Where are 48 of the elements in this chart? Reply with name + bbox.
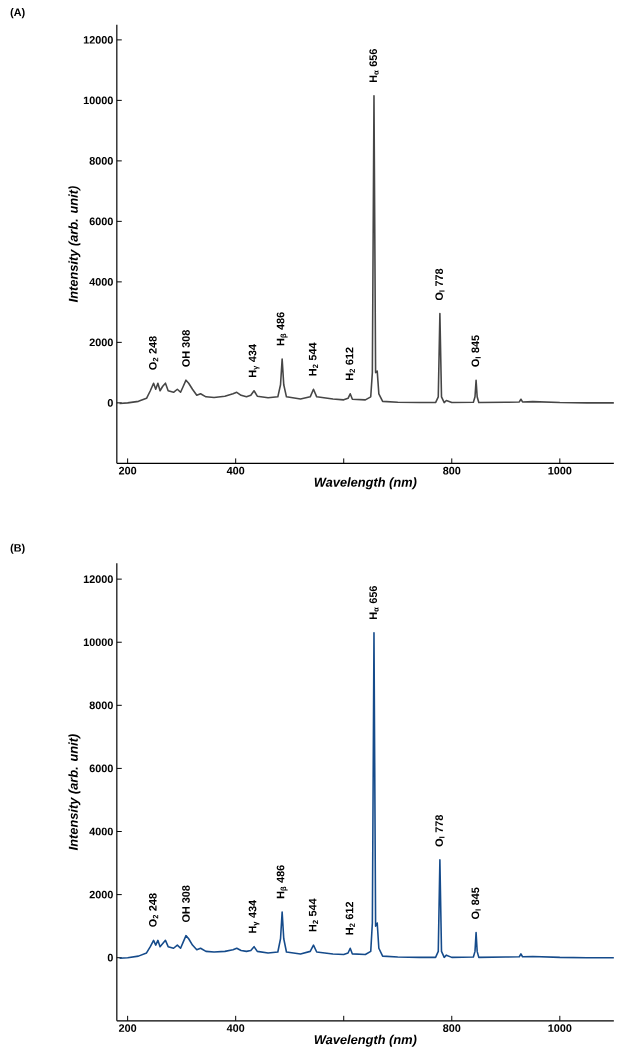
annotation: H$_{2}$ 544: [309, 898, 319, 932]
y-tick-label: 6000: [89, 217, 113, 226]
y-tick-label: 10000: [83, 638, 113, 647]
y-tick-label: 2000: [89, 890, 113, 899]
annotation: H$_{2}$ 612: [345, 901, 355, 935]
annotation: H$_{2}$ 544: [309, 342, 319, 376]
x-tick-label: 400: [226, 466, 245, 475]
annotation: H$_{γ}$ 434: [248, 899, 260, 933]
annotation: H$_{2}$ 612: [345, 347, 355, 380]
y-tick-label: 2000: [89, 338, 113, 347]
x-tick-label: 800: [443, 466, 461, 475]
y-tick-label: 8000: [89, 701, 113, 710]
line-series: [118, 95, 615, 405]
y-tick-label: 8000: [89, 157, 113, 165]
y-tick-label: 10000: [83, 96, 113, 105]
line-series: [118, 631, 615, 960]
annotation: H$_{α}$ 656: [369, 585, 379, 619]
y-tick-label: 6000: [89, 764, 113, 773]
y-tick-label: 12000: [83, 575, 113, 583]
y-tick-label: 12000: [83, 36, 113, 44]
annotation: H$_{β}$ 486: [276, 312, 288, 346]
annotation: H$_{γ}$ 434: [248, 344, 260, 377]
annotation: O$_{I}$ 845: [471, 887, 481, 919]
y-axis-title: Intensity (arb. unit): [68, 734, 81, 851]
x-axis-title: Wavelength (nm): [314, 477, 417, 490]
x-tick-label: 1000: [548, 466, 572, 475]
annotation: O$_{2}$ 248: [149, 336, 159, 370]
y-tick-label: 4000: [89, 278, 113, 286]
y-tick-label: 0: [107, 399, 114, 407]
annotation: H$_{α}$ 656: [369, 49, 379, 83]
text: (A): [10, 8, 25, 19]
annotation: O$_{I}$ 845: [471, 335, 481, 367]
x-tick-label: 400: [226, 1024, 245, 1032]
y-tick-label: 0: [107, 953, 114, 962]
x-axis-title: Wavelength (nm): [314, 1034, 417, 1047]
annotation: OH 308: [182, 330, 190, 367]
annotation: H$_{β}$ 486: [276, 865, 288, 899]
annotation: O$_{2}$ 248: [149, 893, 159, 927]
y-tick-label: 4000: [89, 827, 113, 836]
x-tick-label: 800: [443, 1024, 461, 1032]
annotation: O$_{I}$ 778: [435, 815, 445, 847]
y-axis-title: Intensity (arb. unit): [68, 186, 81, 303]
annotation: OH 308: [182, 885, 190, 923]
x-tick-label: 200: [119, 466, 137, 475]
x-tick-label: 1000: [548, 1024, 572, 1032]
x-tick-label: 200: [119, 1024, 137, 1032]
text: (B): [10, 543, 25, 554]
annotation: O$_{I}$ 778: [435, 268, 445, 301]
